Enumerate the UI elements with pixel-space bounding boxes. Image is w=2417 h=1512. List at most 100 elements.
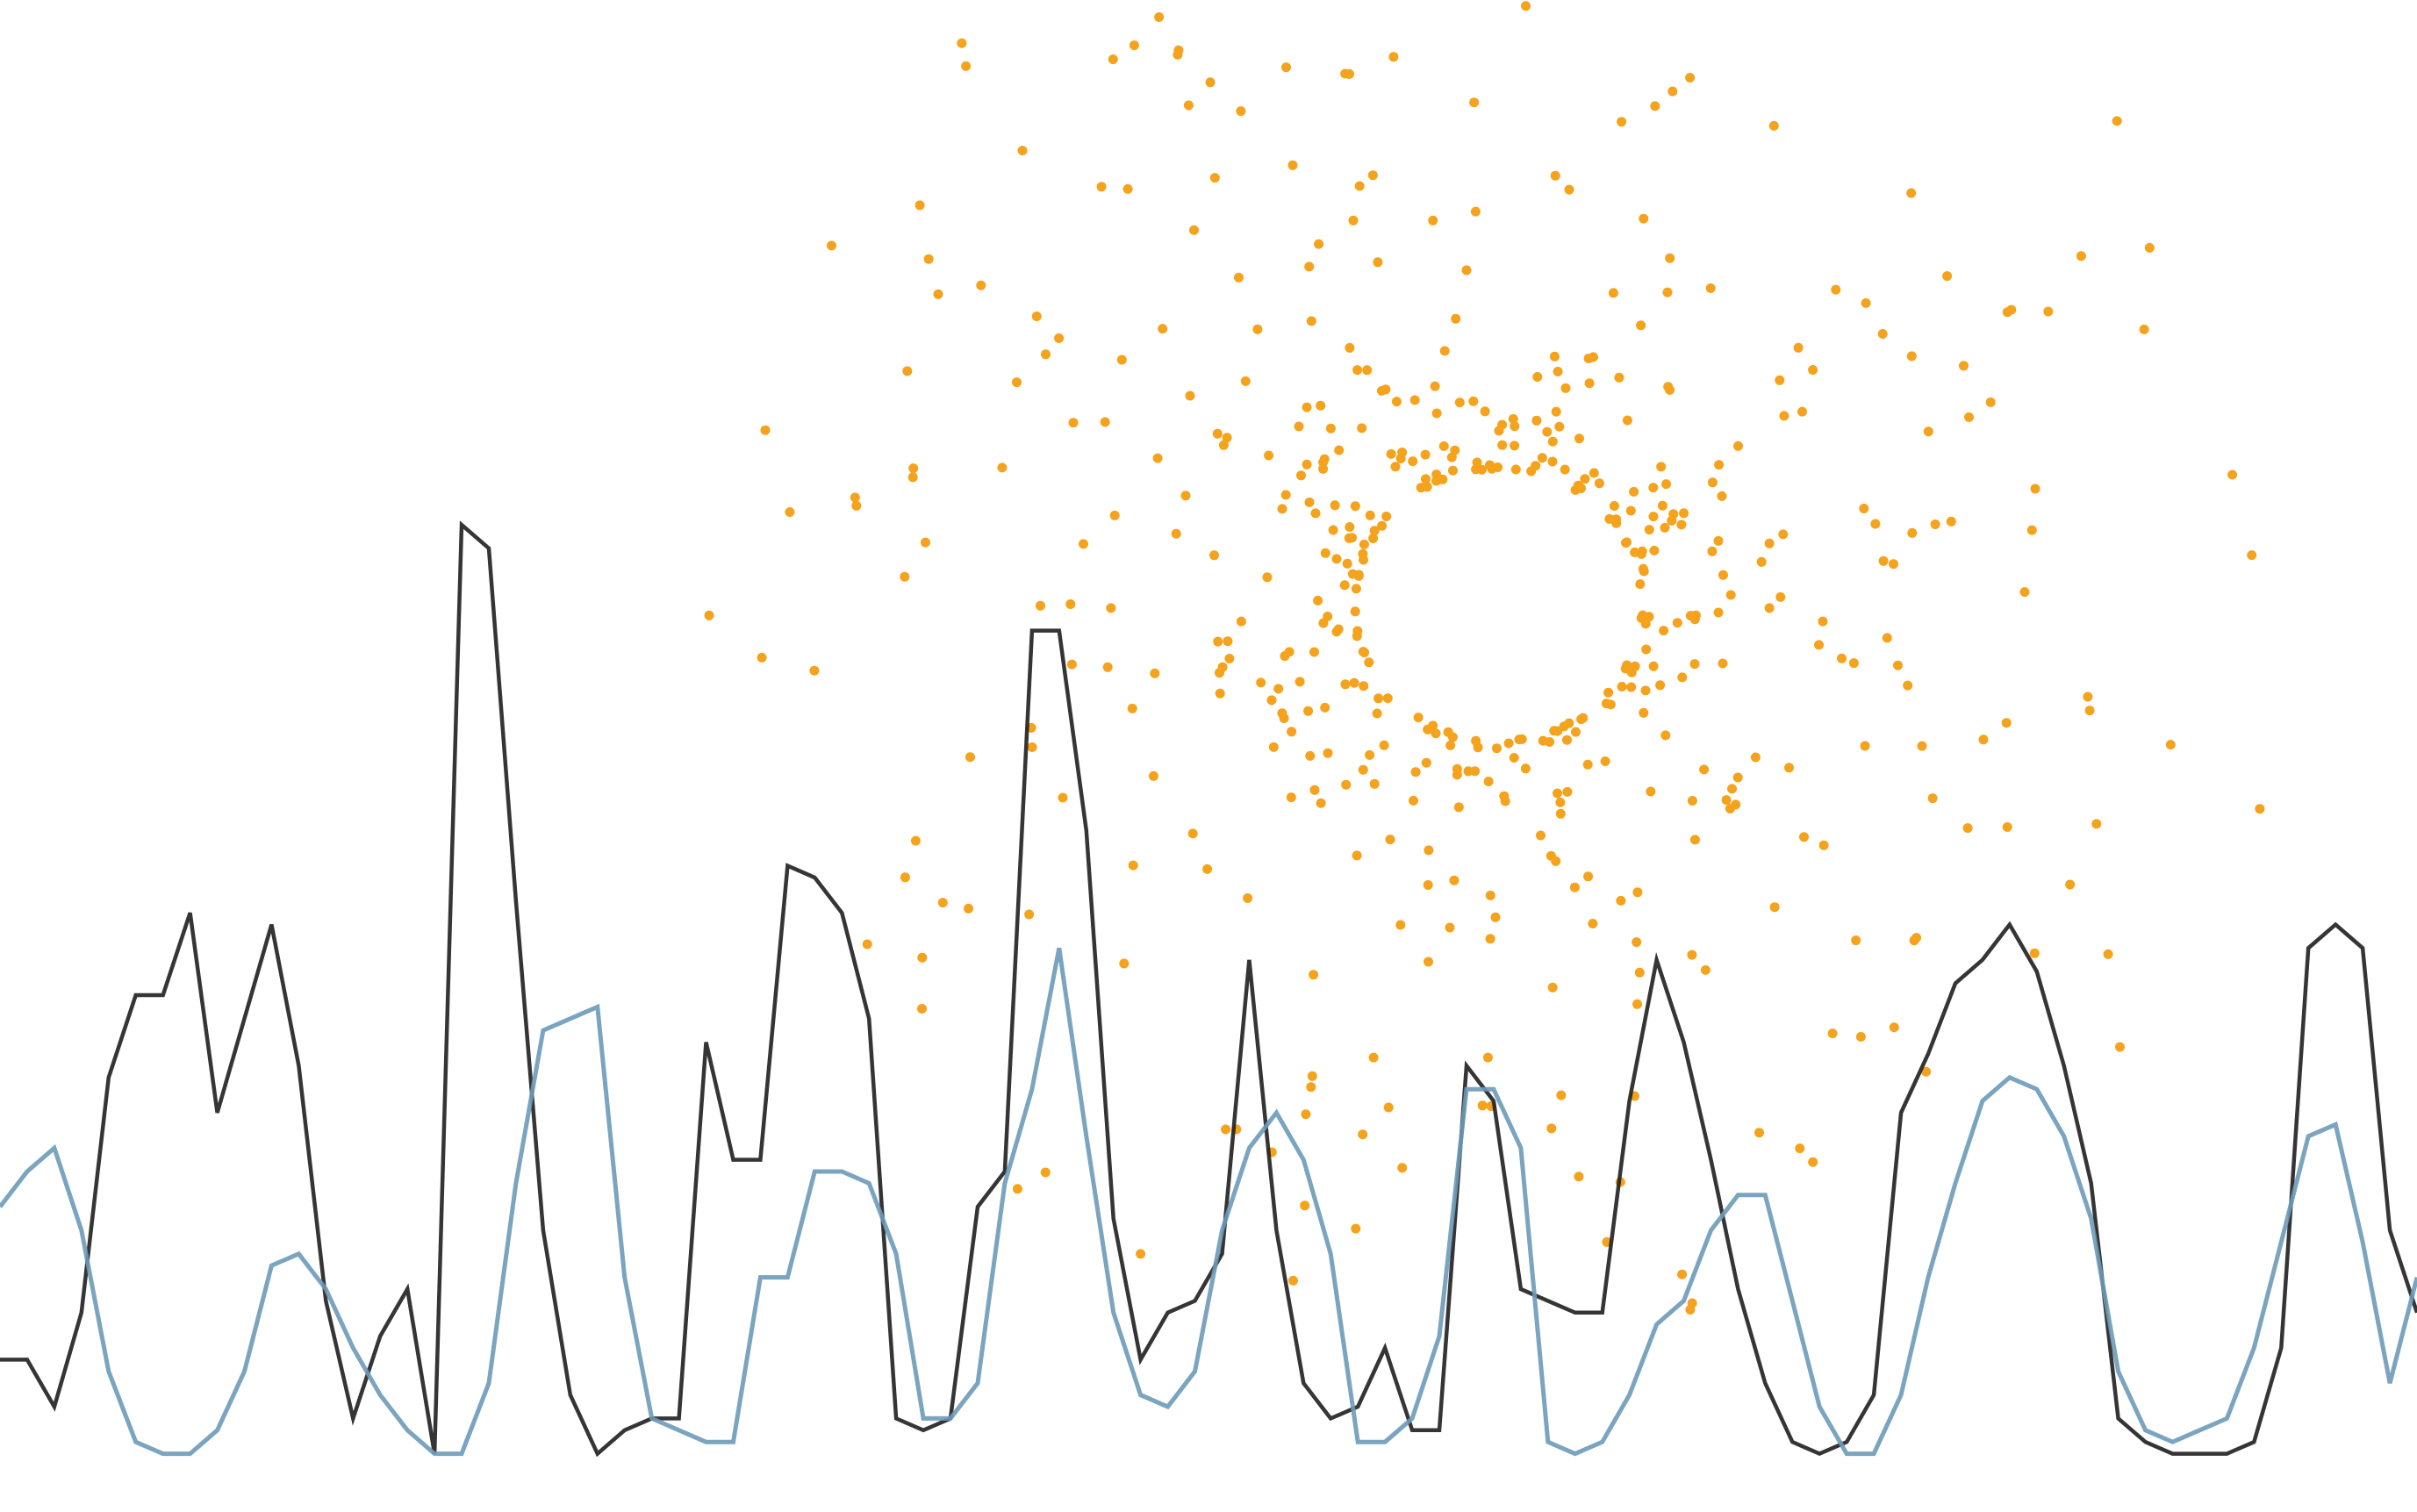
scatter-point <box>1851 935 1861 946</box>
scatter-point <box>1413 713 1424 723</box>
scatter-point <box>1096 182 1107 192</box>
scatter-point <box>1827 1028 1838 1039</box>
scatter-point <box>1588 919 1598 928</box>
scatter-point <box>1472 457 1482 468</box>
scatter-point <box>1280 490 1291 500</box>
scatter-point <box>1294 421 1304 432</box>
scatter-point <box>1927 793 1938 804</box>
scatter-point <box>1582 759 1593 770</box>
scatter-point <box>2002 822 2012 832</box>
scatter-point <box>1154 12 1165 22</box>
scatter-point <box>1358 764 1368 775</box>
scatter-point <box>1483 777 1494 786</box>
scatter-point <box>1316 798 1326 808</box>
scatter-point <box>1573 480 1583 491</box>
scatter-point <box>785 507 795 517</box>
scatter-point <box>1180 491 1191 501</box>
scatter-point <box>1376 385 1387 396</box>
scatter-point <box>1357 423 1367 434</box>
scatter-point <box>1309 647 1319 657</box>
scatter-point <box>1017 146 1028 156</box>
scatter-point <box>1310 508 1321 519</box>
scatter-point <box>1409 395 1420 405</box>
scatter-point <box>1423 724 1433 735</box>
scatter-point <box>1520 763 1531 774</box>
scatter-layer <box>704 1 2265 1315</box>
scatter-point <box>1391 397 1402 407</box>
scatter-point <box>827 240 836 251</box>
scatter-point <box>1546 1123 1557 1134</box>
scatter-point <box>1560 464 1570 475</box>
scatter-point <box>1316 400 1326 411</box>
scatter-point <box>1024 909 1035 920</box>
scatter-point <box>1264 450 1274 461</box>
scatter-point <box>1333 624 1344 634</box>
scatter-point <box>2084 706 2095 716</box>
scatter-point <box>1564 184 1574 195</box>
scatter-point <box>908 463 919 474</box>
scatter-point <box>1306 316 1316 326</box>
scatter-point <box>1860 741 1870 751</box>
scatter-point <box>1521 1 1531 11</box>
scatter-point <box>1148 770 1158 781</box>
scatter-point <box>1468 396 1479 406</box>
scatter-point <box>1663 382 1674 392</box>
scatter-point <box>1848 658 1859 669</box>
scatter-point <box>1589 352 1598 362</box>
scatter-point <box>1262 572 1273 583</box>
scatter-point <box>1509 753 1519 763</box>
scatter-point <box>1027 742 1037 752</box>
scatter-point <box>1461 265 1472 276</box>
scatter-point <box>1185 391 1195 401</box>
scatter-point <box>2115 1042 2125 1052</box>
scatter-point <box>1700 964 1711 975</box>
scatter-point <box>1721 795 1732 806</box>
scatter-point <box>1352 631 1362 641</box>
scatter-point <box>1221 1124 1231 1135</box>
scatter-point <box>1470 766 1481 777</box>
scatter-point <box>2065 879 2076 890</box>
scatter-point <box>1556 1090 1567 1100</box>
scatter-point <box>1304 262 1315 272</box>
scatter-point <box>907 472 918 483</box>
scatter-point <box>921 537 930 548</box>
scatter-point <box>1102 662 1113 672</box>
scatter-point <box>1638 563 1648 574</box>
scatter-point <box>900 872 910 883</box>
scatter-point <box>1339 580 1350 591</box>
scatter-point <box>933 289 943 299</box>
scatter-point <box>1635 579 1646 590</box>
scatter-point <box>1031 312 1042 321</box>
scatter-point <box>1632 999 1642 1009</box>
scatter-point <box>1657 500 1668 511</box>
scatter-point <box>1364 657 1374 668</box>
scatter-point <box>1288 1275 1298 1286</box>
scatter-point <box>1508 413 1518 424</box>
scatter-point <box>1213 636 1223 647</box>
scatter-point <box>1500 796 1510 806</box>
scatter-point <box>1381 512 1392 521</box>
scatter-point <box>851 500 862 511</box>
scatter-point <box>1814 640 1824 650</box>
scatter-point <box>1608 288 1618 298</box>
scatter-point <box>1677 1269 1688 1279</box>
scatter-point <box>1273 684 1284 694</box>
scatter-point <box>1287 727 1297 737</box>
scatter-point <box>1636 320 1646 331</box>
scatter-point <box>1354 181 1365 191</box>
scatter-point <box>1555 808 1566 819</box>
scatter-point <box>1764 538 1775 548</box>
scatter-point <box>1449 875 1460 885</box>
scatter-point <box>2091 819 2102 829</box>
scatter-point <box>964 903 973 914</box>
scatter-point <box>1252 324 1263 334</box>
scatter-point <box>704 610 714 620</box>
scatter-point <box>1714 460 1725 470</box>
scatter-point <box>1672 618 1682 628</box>
scatter-point <box>1301 1109 1311 1120</box>
scatter-point <box>1202 863 1213 874</box>
scatter-point <box>1450 445 1460 455</box>
scatter-point <box>1323 612 1333 621</box>
scatter-point <box>1431 408 1442 419</box>
scatter-point <box>1277 504 1287 514</box>
